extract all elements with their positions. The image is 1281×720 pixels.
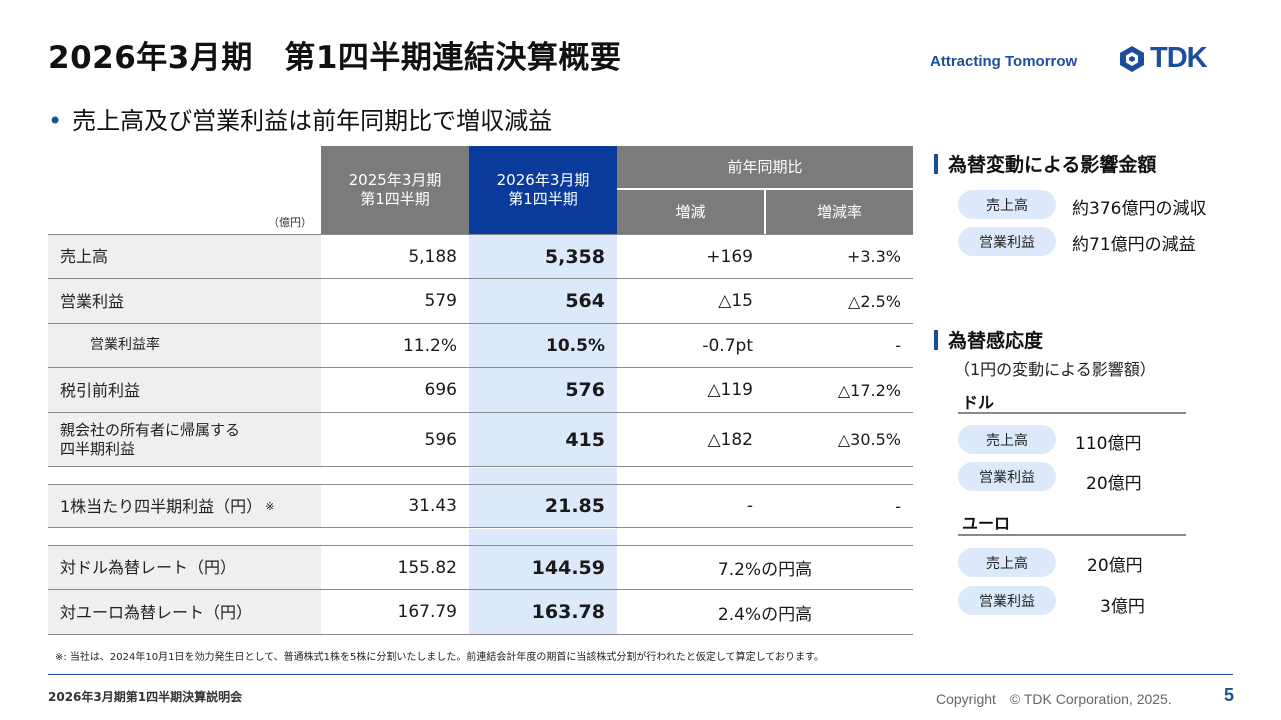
table-row-fx: 対ドル為替レート（円） 155.82 144.59 7.2%の円高 bbox=[48, 545, 913, 590]
header-prev-period-line2: 第1四半期 bbox=[360, 190, 430, 208]
cell-prev: 696 bbox=[424, 380, 457, 400]
cell-diff: +169 bbox=[706, 246, 753, 267]
row-label-line2: 四半期利益 bbox=[60, 439, 136, 458]
section-bar bbox=[934, 329, 938, 350]
header-curr-period-line1: 2026年3月期 bbox=[496, 171, 590, 189]
cell-curr: 163.78 bbox=[469, 590, 617, 634]
usd-op-pill: 営業利益 bbox=[958, 462, 1056, 491]
footnote-mark: ※ bbox=[265, 499, 275, 513]
cell-change: 7.2%の円高 bbox=[717, 560, 813, 580]
cell-diff: △182 bbox=[707, 429, 753, 450]
row-label-line1: 親会社の所有者に帰属する bbox=[60, 420, 241, 439]
cell-rate: +3.3% bbox=[846, 247, 901, 266]
row-label: 対ドル為替レート（円） bbox=[48, 546, 321, 589]
cell-diff: - bbox=[746, 496, 753, 516]
fx-impact-heading: 為替変動による影響金額 bbox=[934, 150, 1156, 177]
sensitivity-heading: 為替感応度 bbox=[934, 326, 1043, 353]
tdk-logo: TDK bbox=[1117, 42, 1208, 75]
table-row: 営業利益 579 564 △15 △2.5% bbox=[48, 279, 913, 324]
cell-curr: 415 bbox=[469, 413, 617, 466]
eur-divider bbox=[958, 534, 1186, 536]
header-yoy: 前年同期比 bbox=[617, 146, 913, 189]
cell-curr: 144.59 bbox=[469, 546, 617, 589]
eur-sales-pill: 売上高 bbox=[958, 548, 1056, 577]
cell-prev: 579 bbox=[424, 291, 457, 311]
row-label: 営業利益 bbox=[48, 279, 321, 323]
cell-curr: 10.5% bbox=[469, 324, 617, 367]
section-bar bbox=[934, 153, 938, 174]
row-label: 税引前利益 bbox=[48, 368, 321, 412]
cell-change: 2.4%の円高 bbox=[717, 604, 813, 625]
tdk-logo-icon bbox=[1120, 45, 1144, 72]
eur-op-value: 3億円 bbox=[1100, 597, 1145, 617]
brand-tagline: Attracting Tomorrow bbox=[930, 53, 1078, 70]
eur-op-pill: 営業利益 bbox=[958, 586, 1056, 615]
footer-event-name: 2026年3月期第1四半期決算説明会 bbox=[48, 690, 243, 704]
summary-bullet-text: 売上高及び営業利益は前年同期比で増収減益 bbox=[72, 107, 553, 135]
usd-divider bbox=[958, 412, 1186, 414]
row-label: 営業利益率 bbox=[48, 324, 321, 367]
eur-heading: ユーロ bbox=[962, 514, 1011, 533]
usd-op-value: 20億円 bbox=[1086, 474, 1142, 494]
highlight-gap bbox=[469, 468, 617, 485]
cell-curr: 5,358 bbox=[469, 235, 617, 278]
page-number: 5 bbox=[1224, 685, 1235, 705]
header-yoy-diff: 増減 bbox=[617, 190, 764, 234]
fx-impact-sales-value: 約376億円の減収 bbox=[1072, 199, 1207, 219]
cell-rate: △2.5% bbox=[848, 291, 901, 311]
cell-rate: △30.5% bbox=[837, 430, 901, 449]
unit-label: （億円） bbox=[268, 216, 312, 229]
usd-sales-value: 110億円 bbox=[1075, 434, 1142, 454]
row-label: 対ユーロ為替レート（円） bbox=[48, 590, 321, 634]
row-label: 売上高 bbox=[48, 235, 321, 278]
sensitivity-note: （1円の変動による影響額） bbox=[954, 360, 1156, 379]
fx-impact-op-value: 約71億円の減益 bbox=[1072, 235, 1196, 255]
cell-rate: △17.2% bbox=[837, 380, 901, 400]
eur-sales-value: 20億円 bbox=[1087, 556, 1143, 576]
cell-prev: 5,188 bbox=[408, 246, 457, 267]
table-row: 売上高 5,188 5,358 +169 +3.3% bbox=[48, 234, 913, 279]
cell-curr: 576 bbox=[469, 368, 617, 412]
header-curr-period: 2026年3月期 第1四半期 bbox=[469, 146, 617, 234]
table-row-eps: 1株当たり四半期利益（円） ※ 31.43 21.85 - - bbox=[48, 484, 913, 528]
fx-impact-title: 為替変動による影響金額 bbox=[948, 154, 1157, 176]
row-label: 親会社の所有者に帰属する 四半期利益 bbox=[48, 413, 321, 466]
header-prev-period-line1: 2025年3月期 bbox=[348, 171, 442, 189]
footnote: ※: 当社は、2024年10月1日を効力発生日として、普通株式1株を5株に分割い… bbox=[55, 652, 824, 663]
cell-curr: 564 bbox=[469, 279, 617, 323]
eps-label: 1株当たり四半期利益（円） bbox=[60, 496, 263, 516]
fx-impact-sales-pill: 売上高 bbox=[958, 190, 1056, 219]
footer-rule bbox=[48, 674, 1233, 675]
cell-curr: 21.85 bbox=[469, 485, 617, 527]
table-row: 税引前利益 696 576 △119 △17.2% bbox=[48, 368, 913, 413]
copyright: Copyright © TDK Corporation, 2025. bbox=[936, 691, 1172, 707]
bullet-dot-icon: • bbox=[48, 107, 63, 135]
usd-sales-pill: 売上高 bbox=[958, 425, 1056, 454]
cell-prev: 596 bbox=[424, 429, 457, 450]
summary-bullet: • 売上高及び営業利益は前年同期比で増収減益 bbox=[48, 101, 552, 136]
header-prev-period: 2025年3月期 第1四半期 bbox=[321, 146, 469, 234]
row-label: 1株当たり四半期利益（円） ※ bbox=[48, 485, 321, 527]
sensitivity-title: 為替感応度 bbox=[948, 330, 1044, 352]
fx-impact-op-pill: 営業利益 bbox=[958, 227, 1056, 256]
usd-heading: ドル bbox=[962, 393, 995, 412]
cell-diff: △15 bbox=[718, 291, 753, 311]
header-curr-period-line2: 第1四半期 bbox=[508, 190, 578, 208]
highlight-gap bbox=[469, 529, 617, 546]
cell-prev: 31.43 bbox=[408, 496, 457, 516]
cell-prev: 155.82 bbox=[397, 557, 457, 578]
table-row: 営業利益率 11.2% 10.5% -0.7pt - bbox=[48, 324, 913, 368]
page-title: 2026年3月期 第1四半期連結決算概要 bbox=[48, 40, 622, 76]
cell-prev: 11.2% bbox=[402, 335, 457, 356]
table-row: 親会社の所有者に帰属する 四半期利益 596 415 △182 △30.5% bbox=[48, 413, 913, 467]
cell-diff: △119 bbox=[707, 380, 753, 400]
cell-prev: 167.79 bbox=[397, 602, 457, 622]
cell-rate: - bbox=[895, 336, 901, 355]
cell-diff: -0.7pt bbox=[702, 335, 753, 356]
table-row-fx: 対ユーロ為替レート（円） 167.79 163.78 2.4%の円高 bbox=[48, 590, 913, 635]
logo-wordmark: TDK bbox=[1150, 42, 1208, 74]
cell-rate: - bbox=[895, 496, 901, 516]
header-yoy-rate: 増減率 bbox=[765, 190, 913, 234]
